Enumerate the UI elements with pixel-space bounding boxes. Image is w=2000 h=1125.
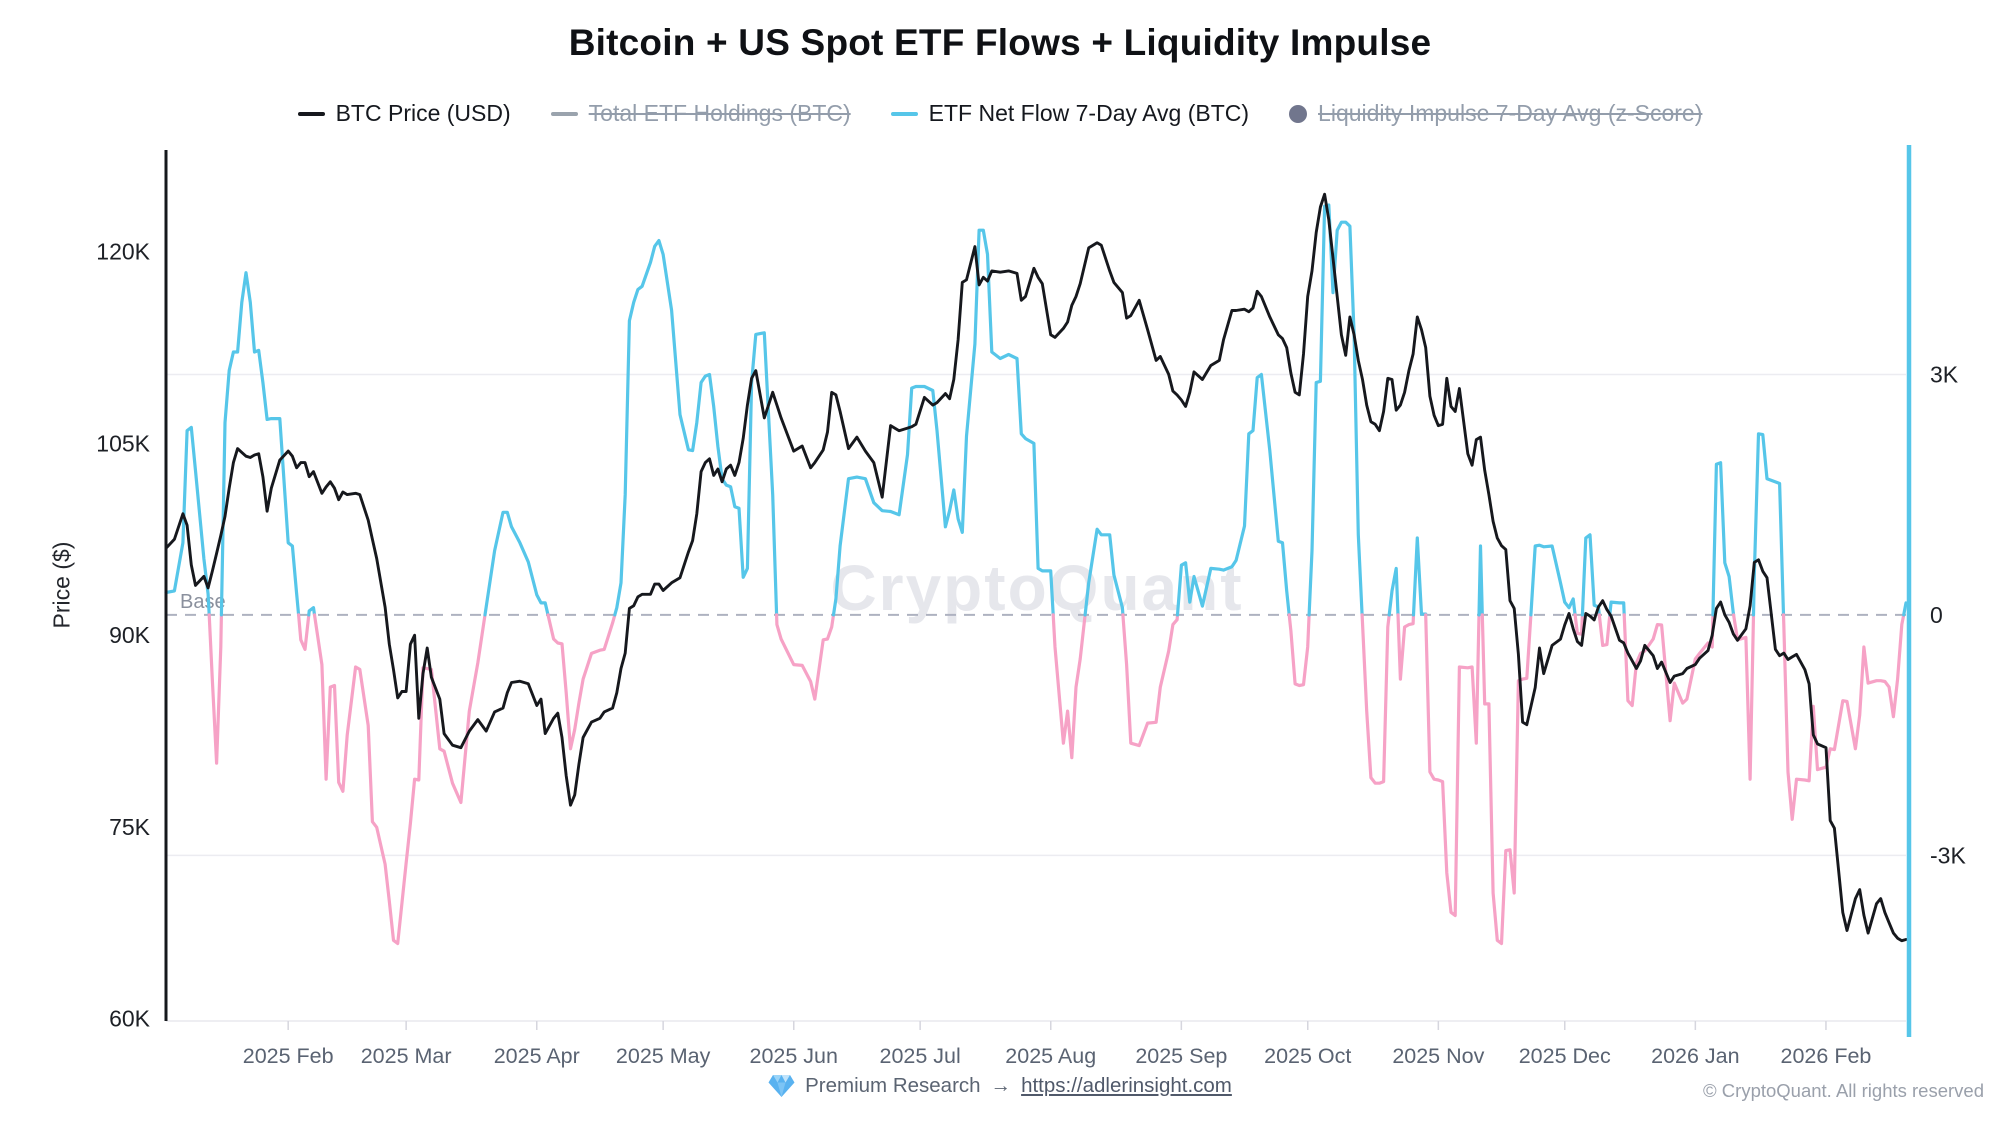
x-tick-label: 2026 Feb [1781, 1044, 1872, 1068]
etf-netflow-line-negative [1396, 613, 1416, 681]
etf-netflow-line-positive [1411, 536, 1428, 617]
price-tick-label: 120K [96, 239, 150, 265]
etf-netflow-line-negative [1573, 613, 1585, 636]
etf-netflow-line-positive [1608, 600, 1626, 617]
etf-netflow-line-negative [1424, 613, 1481, 918]
x-tick-label: 2025 Oct [1264, 1044, 1351, 1068]
legend-circle-marker [1289, 104, 1308, 123]
etf-netflow-line-negative [1597, 613, 1612, 648]
x-tick-label: 2026 Jan [1651, 1044, 1739, 1068]
etf-netflow-line-positive [307, 606, 317, 617]
price-tick-label: 75K [109, 814, 151, 840]
etf-netflow-line-positive [1711, 461, 1736, 617]
legend-item-btc-price-usd[interactable]: BTC Price (USD) [297, 100, 511, 127]
price-tick-label: 105K [96, 430, 150, 456]
etf-netflow-line-negative [546, 613, 617, 751]
arrow-icon: → [990, 1074, 1012, 1097]
etf-netflow-line-negative [297, 613, 311, 652]
etf-netflow-line-negative [312, 613, 487, 946]
legend-label: Liquidity Impulse 7-Day Avg (z-Score) [1318, 100, 1703, 126]
etf-netflow-line-negative [1287, 613, 1311, 688]
etf-netflow-line-negative [774, 613, 836, 701]
x-tick-label: 2025 Nov [1392, 1044, 1484, 1068]
etf-netflow-line-positive [164, 425, 211, 617]
etf-netflow-line-negative [1051, 613, 1087, 760]
etf-netflow-line-positive [1529, 543, 1577, 617]
legend-item-total-etf-holdings-btc[interactable]: Total ETF Holdings (BTC) [550, 100, 851, 127]
etf-netflow-line-negative [1121, 613, 1180, 748]
legend-line-marker [297, 111, 325, 116]
x-tick-label: 2025 Apr [494, 1044, 580, 1068]
flow-tick-label: -3K [1930, 842, 1966, 868]
legend-line-marker [550, 111, 578, 116]
etf-netflow-line-negative [207, 613, 223, 765]
x-tick-label: 2025 Sep [1135, 1044, 1227, 1068]
etf-netflow-line-positive [219, 271, 301, 617]
legend-item-liquidity-impulse-7-day-avg-z-score[interactable]: Liquidity Impulse 7-Day Avg (z-Score) [1289, 100, 1702, 127]
etf-netflow-line-positive [1580, 533, 1601, 617]
etf-netflow-line-positive [1175, 372, 1291, 617]
adlerinsight-link[interactable]: https://adlerinsight.com [1021, 1074, 1232, 1097]
premium-research-text: Premium Research [805, 1074, 981, 1097]
price-tick-label: 90K [109, 622, 151, 648]
btc-price-line [164, 192, 1908, 943]
etf-netflow-line-positive [1477, 544, 1484, 617]
price-tick-label: 60K [109, 1006, 151, 1032]
x-tick-label: 2025 Aug [1005, 1044, 1096, 1068]
etf-netflow-line-negative [1360, 613, 1391, 785]
legend-label: ETF Net Flow 7-Day Avg (BTC) [928, 100, 1250, 126]
x-tick-label: 2025 Jun [750, 1044, 838, 1068]
etf-netflow-line-positive [1083, 527, 1125, 617]
x-tick-label: 2025 Jul [879, 1044, 960, 1068]
gem-icon [768, 1075, 795, 1097]
base-line-label: Base [180, 591, 226, 613]
flow-tick-label: 0 [1930, 602, 1943, 628]
etf-netflow-line-positive [1751, 432, 1786, 617]
x-tick-label: 2025 Mar [361, 1044, 452, 1068]
etf-netflow-line-negative [1480, 613, 1533, 946]
chart-title: Bitcoin + US Spot ETF Flows + Liquidity … [568, 22, 1432, 63]
legend-line-marker [890, 111, 918, 116]
flow-tick-label: 3K [1930, 361, 1959, 387]
legend-item-etf-net-flow-7-day-avg-btc[interactable]: ETF Net Flow 7-Day Avg (BTC) [890, 100, 1250, 127]
etf-netflow-line-positive [613, 239, 779, 617]
etf-netflow-line-negative [1781, 613, 1906, 821]
x-tick-label: 2025 Feb [243, 1044, 334, 1068]
footer: Premium Research → https://adlerinsight.… [0, 1074, 2000, 1098]
etf-netflow-line-positive [1387, 566, 1400, 617]
etf-netflow-line-positive [831, 228, 1055, 617]
copyright-text: © CryptoQuant. All rights reserved [1703, 1080, 1984, 1101]
etf-netflow-line-negative [1731, 613, 1756, 781]
legend: BTC Price (USD) Total ETF Holdings (BTC) E… [0, 100, 2000, 127]
legend-label: BTC Price (USD) [335, 100, 511, 126]
etf-netflow-line-positive [483, 510, 550, 617]
x-tick-label: 2025 Dec [1519, 1044, 1611, 1068]
etf-netflow-line-positive [1902, 601, 1908, 617]
legend-label: Total ETF Holdings (BTC) [588, 100, 851, 126]
x-tick-label: 2025 May [616, 1044, 711, 1068]
etf-netflow-line-positive [1307, 203, 1364, 617]
